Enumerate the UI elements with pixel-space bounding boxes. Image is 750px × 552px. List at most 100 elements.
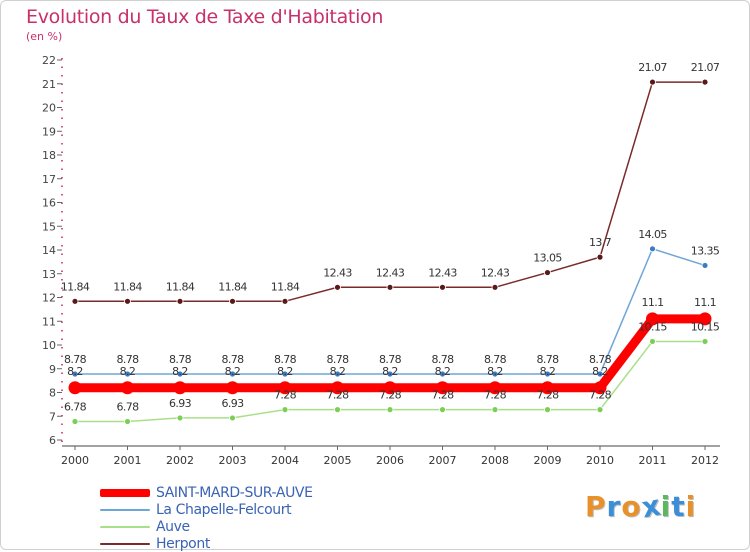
legend-item: Herpont bbox=[100, 535, 313, 552]
data-label: 8.2 bbox=[592, 365, 608, 378]
series-point-2 bbox=[281, 406, 289, 414]
series-point-0 bbox=[698, 312, 712, 326]
data-label: 11.84 bbox=[166, 280, 195, 293]
y-tick-label: 18 bbox=[42, 149, 56, 162]
data-label: 21.07 bbox=[691, 61, 720, 74]
data-label: 6.78 bbox=[64, 400, 87, 413]
series-point-2 bbox=[701, 338, 709, 345]
logo-letter: t bbox=[671, 490, 686, 523]
data-label: 12.43 bbox=[428, 266, 457, 279]
legend-swatch bbox=[100, 525, 150, 528]
data-label: 8.78 bbox=[326, 353, 349, 366]
series-point-0 bbox=[331, 381, 344, 395]
data-label: 7.28 bbox=[536, 389, 559, 402]
legend-swatch bbox=[100, 508, 150, 511]
data-label: 7.28 bbox=[431, 389, 454, 402]
y-tick-label: 15 bbox=[42, 220, 56, 233]
x-tick-label: 2001 bbox=[114, 454, 142, 467]
series-point-0 bbox=[593, 381, 607, 395]
series-point-3 bbox=[71, 297, 79, 305]
data-label: 8.78 bbox=[64, 353, 87, 366]
series-point-3 bbox=[491, 283, 499, 291]
series-point-3 bbox=[596, 253, 604, 261]
y-tick-label: 20 bbox=[42, 102, 56, 115]
y-tick-label: 12 bbox=[42, 292, 56, 305]
series-point-0 bbox=[646, 312, 659, 326]
data-label: 8.2 bbox=[487, 365, 503, 378]
data-label: 8.78 bbox=[116, 353, 139, 366]
y-tick-label: 21 bbox=[42, 78, 56, 91]
data-label: 8.78 bbox=[536, 353, 559, 366]
series-point-0 bbox=[278, 381, 292, 395]
series-point-3 bbox=[386, 283, 394, 291]
chart-legend: SAINT-MARD-SUR-AUVE La Chapelle-Felcourt A… bbox=[100, 484, 313, 552]
series-point-0 bbox=[383, 381, 397, 395]
y-tick-label: 11 bbox=[42, 315, 56, 328]
series-point-3 bbox=[176, 297, 184, 305]
legend-label: SAINT-MARD-SUR-AUVE bbox=[156, 484, 313, 501]
x-tick-label: 2009 bbox=[534, 454, 562, 467]
legend-swatch bbox=[100, 488, 150, 497]
y-tick-label: 17 bbox=[42, 173, 56, 186]
series-point-1 bbox=[544, 370, 551, 378]
series-point-2 bbox=[71, 418, 79, 425]
series-point-1 bbox=[386, 370, 394, 378]
series-point-2 bbox=[386, 406, 394, 414]
data-label: 6.93 bbox=[221, 397, 244, 410]
x-tick-label: 2000 bbox=[61, 454, 89, 467]
legend-item: Auve bbox=[100, 518, 313, 535]
series-point-2 bbox=[649, 338, 656, 345]
series-point-3 bbox=[229, 297, 236, 305]
data-label: 8.2 bbox=[330, 365, 346, 378]
series-point-1 bbox=[649, 245, 656, 253]
legend-item: SAINT-MARD-SUR-AUVE bbox=[100, 484, 313, 501]
x-tick-label: 2005 bbox=[324, 454, 352, 467]
y-tick-label: 22 bbox=[42, 54, 56, 67]
data-label: 7.28 bbox=[484, 389, 507, 402]
series-point-1 bbox=[176, 370, 184, 378]
data-label: 11.84 bbox=[113, 280, 142, 293]
legend-item: La Chapelle-Felcourt bbox=[100, 501, 313, 518]
data-label: 12.43 bbox=[323, 266, 352, 279]
data-label: 12.43 bbox=[376, 266, 405, 279]
series-point-0 bbox=[541, 381, 554, 395]
logo-letter: P bbox=[585, 490, 607, 523]
y-tick-label: 13 bbox=[42, 268, 56, 281]
data-label: 13.35 bbox=[691, 244, 720, 257]
series-point-1 bbox=[124, 370, 131, 378]
data-label: 8.2 bbox=[540, 365, 556, 378]
series-point-2 bbox=[229, 414, 236, 422]
series-point-1 bbox=[71, 370, 79, 378]
series-point-1 bbox=[334, 370, 341, 378]
data-label: 8.2 bbox=[435, 365, 451, 378]
data-label: 8.2 bbox=[382, 365, 398, 378]
x-tick-label: 2002 bbox=[166, 454, 194, 467]
data-label: 11.84 bbox=[61, 280, 90, 293]
y-tick-label: 19 bbox=[42, 125, 56, 138]
series-point-3 bbox=[439, 283, 446, 291]
series-point-2 bbox=[334, 406, 341, 414]
y-tick-label: 8 bbox=[49, 387, 56, 400]
logo-letter: o bbox=[621, 490, 642, 523]
series-point-0 bbox=[173, 381, 187, 395]
y-tick-label: 10 bbox=[42, 339, 56, 352]
data-label: 8.2 bbox=[120, 365, 136, 378]
x-tick-label: 2006 bbox=[376, 454, 404, 467]
data-label: 11.84 bbox=[218, 280, 247, 293]
series-point-3 bbox=[649, 78, 656, 86]
x-tick-label: 2004 bbox=[271, 454, 299, 467]
y-tick-label: 7 bbox=[49, 410, 56, 423]
chart-subtitle: (en %) bbox=[26, 30, 63, 43]
data-label: 8.78 bbox=[221, 353, 244, 366]
legend-swatch bbox=[100, 542, 150, 545]
data-label: 10.15 bbox=[638, 320, 667, 333]
series-point-1 bbox=[229, 370, 236, 378]
series-point-2 bbox=[491, 406, 499, 414]
y-tick-label: 14 bbox=[42, 244, 56, 257]
x-tick-label: 2008 bbox=[481, 454, 509, 467]
data-label: 14.05 bbox=[638, 228, 667, 241]
chart-title: Evolution du Taux de Taxe d'Habitation bbox=[26, 6, 384, 28]
data-label: 21.07 bbox=[638, 61, 667, 74]
